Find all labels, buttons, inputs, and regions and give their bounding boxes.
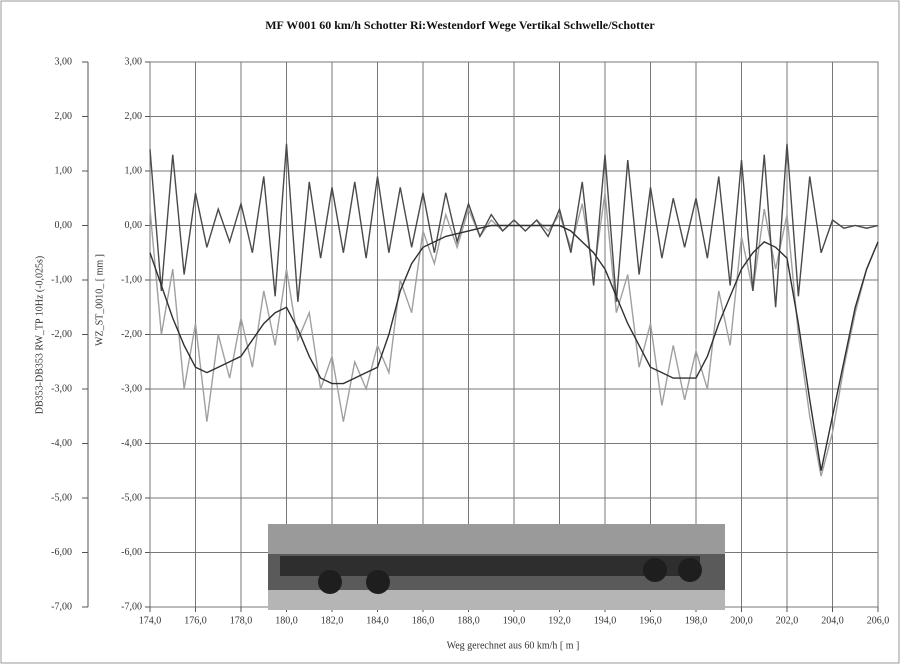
- chart-title: MF W001 60 km/h Schotter Ri:Westendorf W…: [265, 18, 655, 32]
- x-tick-label: 190,0: [503, 615, 526, 626]
- x-tick-label: 188,0: [457, 615, 480, 626]
- y2-tick-label: -3,00: [121, 383, 142, 394]
- y2-tick-label: -7,00: [121, 601, 142, 612]
- x-tick-label: 200,0: [730, 615, 753, 626]
- x-tick-label: 184,0: [366, 615, 389, 626]
- y2-tick-label: 0,00: [125, 220, 143, 231]
- x-tick-label: 196,0: [639, 615, 662, 626]
- y2-tick-label: -2,00: [121, 329, 142, 340]
- y2-tick-label: -1,00: [121, 274, 142, 285]
- y-tick-label: -6,00: [51, 547, 72, 558]
- y-tick-label: -5,00: [51, 492, 72, 503]
- y2-tick-label: 3,00: [125, 56, 143, 67]
- y-tick-label: -7,00: [51, 601, 72, 612]
- y2-tick-label: -4,00: [121, 438, 142, 449]
- x-tick-label: 178,0: [230, 615, 253, 626]
- y-tick-label: 0,00: [55, 220, 73, 231]
- x-tick-label: 206,0: [867, 615, 890, 626]
- x-tick-label: 176,0: [184, 615, 207, 626]
- x-tick-label: 180,0: [275, 615, 298, 626]
- chart: MF W001 60 km/h Schotter Ri:Westendorf W…: [0, 0, 900, 664]
- y-tick-label: 2,00: [55, 111, 73, 122]
- y2-axis-label: WZ_ST_0010_ [ mm ]: [94, 254, 105, 346]
- x-tick-label: 204,0: [821, 615, 844, 626]
- x-tick-label: 174,0: [139, 615, 162, 626]
- y2-tick-label: -6,00: [121, 547, 142, 558]
- y-tick-label: -2,00: [51, 329, 72, 340]
- photo: [268, 524, 725, 610]
- x-tick-label: 182,0: [321, 615, 344, 626]
- y-axis-label: DB353-DB353 RW_TP 10Hz (-0,025s): [34, 256, 45, 415]
- y-tick-label: -1,00: [51, 274, 72, 285]
- y-tick-label: 1,00: [55, 165, 73, 176]
- x-tick-label: 192,0: [548, 615, 571, 626]
- y2-tick-label: -5,00: [121, 492, 142, 503]
- y-tick-label: 3,00: [55, 56, 73, 67]
- x-axis-label: Weg gerechnet aus 60 km/h [ m ]: [447, 640, 580, 651]
- x-tick-label: 202,0: [776, 615, 799, 626]
- y2-tick-label: 1,00: [125, 165, 143, 176]
- x-tick-label: 194,0: [594, 615, 617, 626]
- y-tick-label: -4,00: [51, 438, 72, 449]
- y2-tick-label: 2,00: [125, 111, 143, 122]
- x-tick-label: 198,0: [685, 615, 708, 626]
- y-tick-label: -3,00: [51, 383, 72, 394]
- x-tick-label: 186,0: [412, 615, 435, 626]
